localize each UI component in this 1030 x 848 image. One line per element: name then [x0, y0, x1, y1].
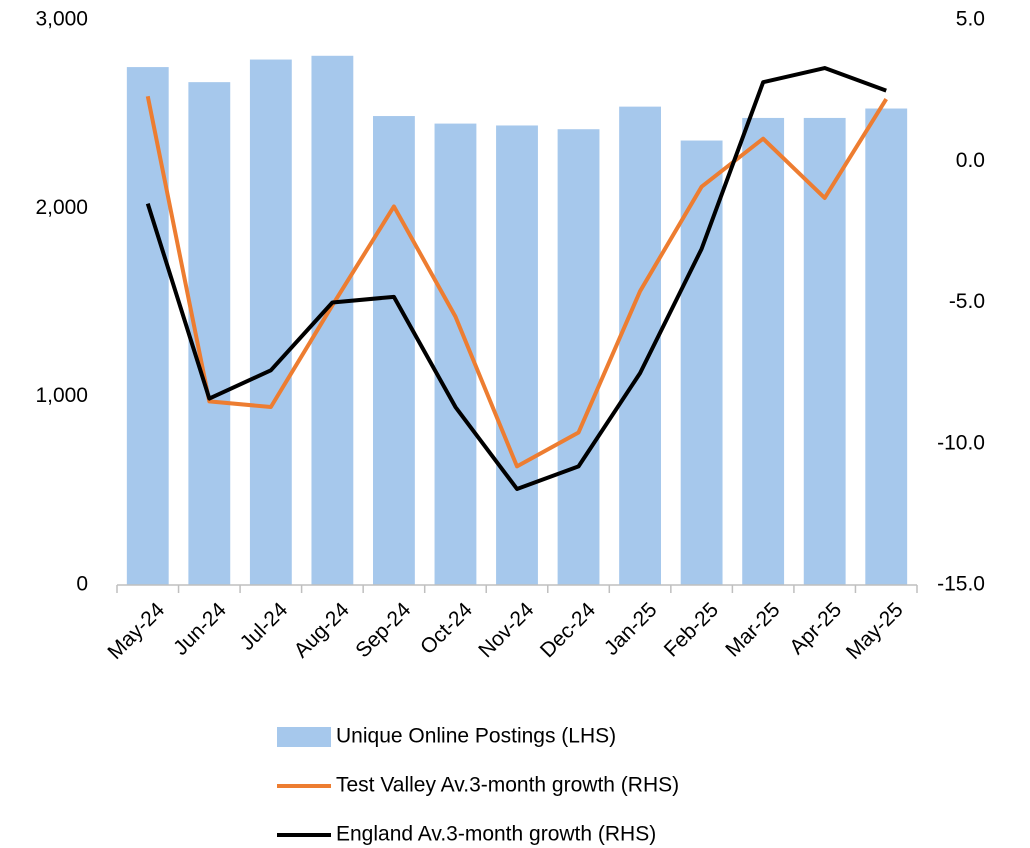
y-tick-label: 1,000: [35, 384, 88, 407]
y-tick-label: 3,000: [35, 8, 88, 31]
x-tick-label: Nov-24: [474, 598, 538, 662]
x-tick-label: Jun-24: [169, 598, 231, 660]
x-tick-label: Mar-25: [721, 598, 784, 661]
x-tick-label: May-24: [103, 598, 169, 664]
x-tick-label: May-25: [842, 598, 908, 664]
x-tick-label: Jan-25: [600, 598, 662, 660]
legend-label: Test Valley Av.3-month growth (RHS): [336, 774, 679, 797]
y2-tick-label: -10.0: [937, 431, 985, 454]
y2-tick-label: 5.0: [956, 8, 985, 31]
y-tick-label: 0: [76, 573, 88, 596]
bar: [803, 117, 846, 585]
bar: [126, 67, 169, 586]
legend-label: England Av.3-month growth (RHS): [336, 823, 656, 846]
x-tick-label: Feb-25: [660, 598, 723, 661]
legend-label: Unique Online Postings (LHS): [336, 725, 616, 748]
bar: [865, 108, 908, 586]
x-tick-label: Jul-24: [236, 598, 293, 655]
y2-tick-label: -15.0: [937, 573, 985, 596]
y2-tick-label: 0.0: [956, 149, 985, 172]
bar: [249, 59, 292, 586]
x-tick-label: Dec-24: [536, 598, 600, 662]
bar: [373, 116, 415, 586]
line-series: [145, 95, 888, 469]
x-tick-label: Oct-24: [416, 598, 477, 659]
x-tick-label: Apr-25: [785, 598, 846, 659]
y-tick-label: 2,000: [35, 196, 88, 219]
x-tick-label: Sep-24: [351, 598, 415, 662]
y2-tick-label: -5.0: [949, 290, 985, 313]
line-series: [145, 66, 887, 491]
bar: [557, 129, 600, 585]
bar: [496, 125, 538, 585]
legend-swatch: [277, 727, 331, 747]
bar: [742, 117, 785, 585]
x-tick-label: Aug-24: [290, 598, 354, 662]
